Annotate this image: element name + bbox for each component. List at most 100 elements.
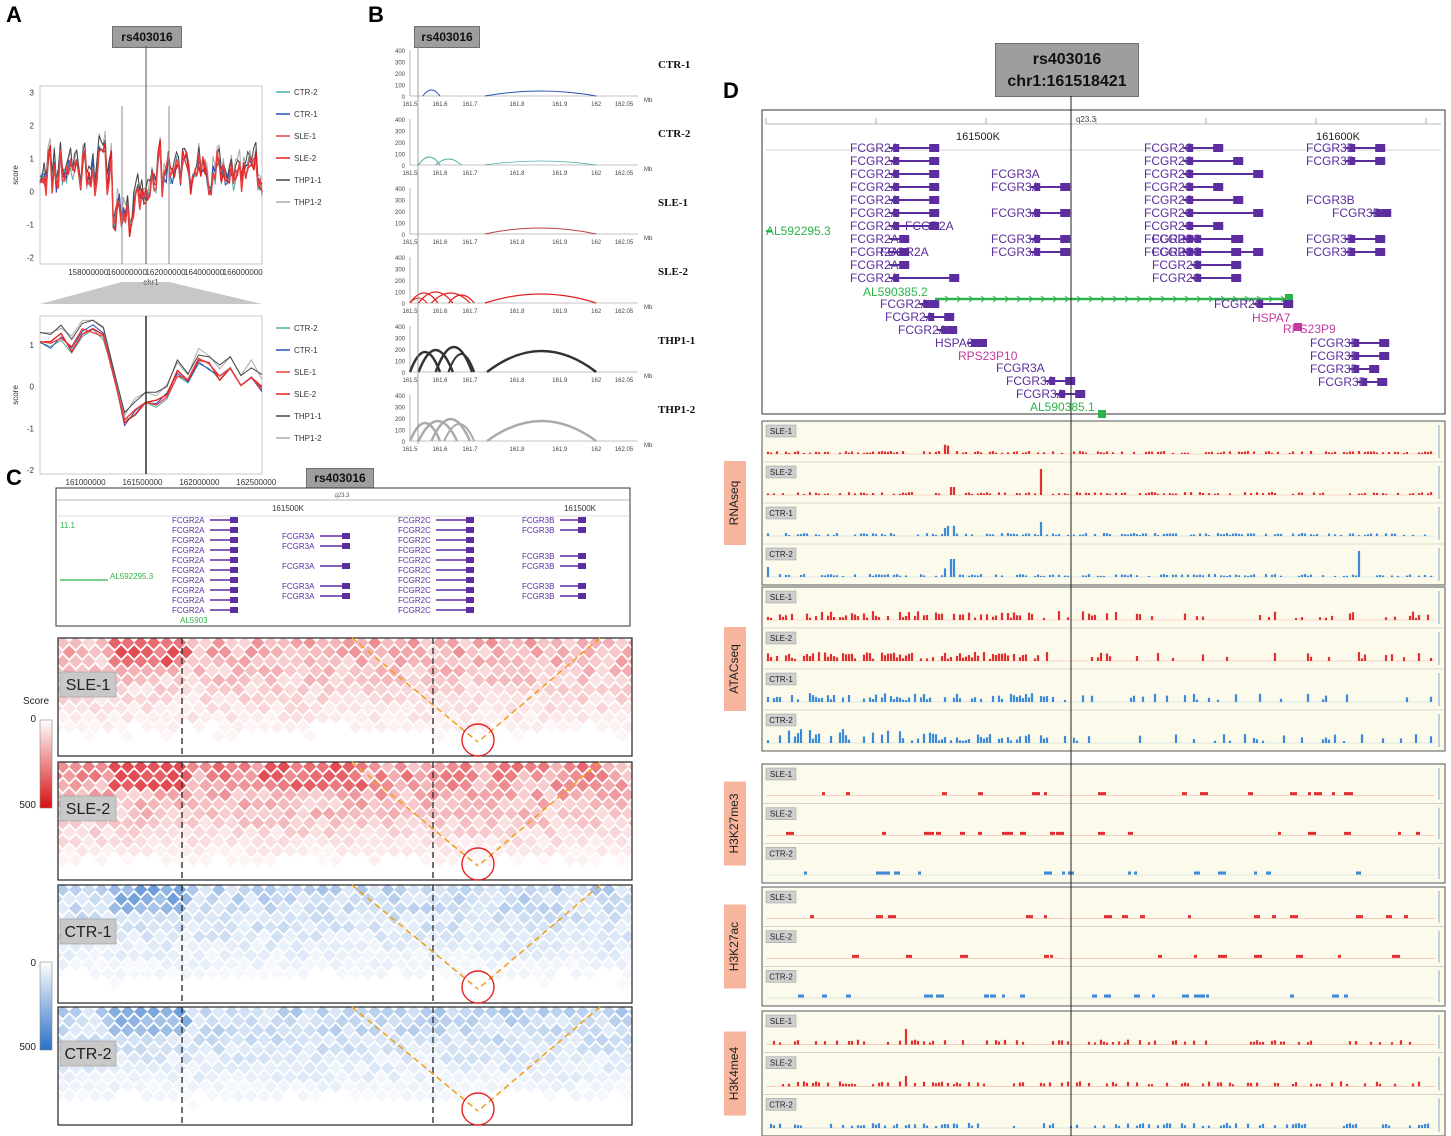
heatmap-cell <box>264 834 278 849</box>
heatmap-cell <box>433 885 447 897</box>
heatmap-cell <box>413 1070 427 1084</box>
heatmap-cell <box>30 883 43 896</box>
heatmap-cell <box>348 720 362 734</box>
heatmap-cell <box>654 674 667 687</box>
x-tick-label: 161.6 <box>432 171 448 177</box>
heatmap-cell <box>641 798 654 811</box>
sample-chip-bg <box>765 767 797 781</box>
heatmap-cell <box>661 826 674 839</box>
heatmap-cell <box>296 1070 310 1084</box>
heatmap-cell <box>329 1023 343 1038</box>
heatmap-cell <box>648 645 661 658</box>
heatmap-cell <box>641 692 654 705</box>
gene-label: FCGR2A <box>172 586 205 595</box>
sample-chip-bg <box>765 506 797 520</box>
gene-exon <box>893 157 900 165</box>
heatmap-cell <box>368 762 382 774</box>
gene-label: FCGR3A <box>282 582 315 591</box>
heatmap-cell <box>342 1023 356 1038</box>
gene-label: FCGR3B <box>522 552 554 561</box>
gene-exon <box>893 222 900 230</box>
heatmap-cell <box>504 645 518 659</box>
gene-exon <box>893 196 900 204</box>
heatmap-cell <box>648 1014 661 1027</box>
heatmap-cell <box>257 645 271 659</box>
heatmap-cell <box>674 1071 687 1084</box>
x-tick-label: 161.8 <box>509 171 525 177</box>
heatmap-cell <box>407 762 421 774</box>
heatmap-cell <box>563 1079 577 1094</box>
heatmap-cell <box>400 1014 414 1028</box>
gene-exon <box>342 583 350 589</box>
heatmap-cell <box>654 636 667 649</box>
strand-arrow <box>1100 295 1106 303</box>
gene-label: FCGR3B <box>1306 141 1355 155</box>
heatmap-cell <box>667 760 680 773</box>
heatmap-cell <box>290 920 304 934</box>
heatmap-cell <box>257 1014 271 1028</box>
heatmap-cell <box>478 682 492 697</box>
heatmap-label-bg <box>59 795 117 822</box>
x-tick-label: 161.7 <box>462 447 478 453</box>
heatmap-cell <box>648 807 661 820</box>
colorbar-red <box>39 719 53 809</box>
x-tick-label: 161.8 <box>509 309 525 315</box>
heatmap-cell <box>543 682 557 697</box>
heatmap-cell <box>69 654 83 669</box>
loop-arc <box>418 291 454 304</box>
heatmap-cell <box>166 682 180 697</box>
heatmap-cell <box>556 720 570 734</box>
pseudogene-label: HSPA7 <box>1252 311 1291 325</box>
heatmap-cell <box>504 806 518 821</box>
heatmap-cell <box>153 645 167 659</box>
heatmap-cell <box>498 957 512 972</box>
heatmap-cell <box>264 1007 278 1019</box>
heatmap-frame <box>57 1006 633 1126</box>
gene-label: FCGR2A <box>172 606 205 615</box>
heatmap-cell <box>303 797 317 811</box>
heatmap-cell <box>439 645 453 659</box>
y-tick-label: 0 <box>30 187 35 196</box>
strand-arrow <box>1088 295 1094 303</box>
heatmap-cell <box>394 1007 408 1019</box>
loop-arc <box>408 350 442 373</box>
heatmap-cell <box>264 1023 278 1038</box>
gene-exon <box>578 517 586 523</box>
y-tick-label: 100 <box>395 153 406 159</box>
heatmap-cell <box>37 911 50 924</box>
sample-chip-bg <box>765 713 797 727</box>
heatmap-cell <box>674 949 687 962</box>
interaction-guide-line <box>351 761 479 867</box>
y-tick-label: 300 <box>395 61 406 67</box>
gene-exon <box>1213 144 1224 152</box>
heatmap-cell <box>550 762 564 774</box>
heatmap-cell <box>472 920 486 934</box>
heatmap-cell <box>674 720 687 733</box>
gene-exon <box>947 326 958 334</box>
loop-arc <box>422 89 441 97</box>
heatmap-cell <box>58 929 63 944</box>
heatmap-cell <box>465 1070 479 1084</box>
panel-d-label: D <box>723 78 739 103</box>
heatmap-cell <box>459 797 473 811</box>
heatmap-cell <box>316 797 330 811</box>
heatmap-cell <box>277 957 291 972</box>
heatmap-cell <box>504 929 518 944</box>
heatmap-cell <box>361 720 375 734</box>
heatmap-cell <box>426 1089 440 1103</box>
heatmap-cell <box>674 807 687 820</box>
heatmap-cell <box>420 885 434 897</box>
heatmap-cell <box>361 1070 375 1084</box>
gene-exon <box>1375 157 1386 165</box>
heatmap-cell <box>641 835 654 848</box>
strand-arrow <box>1220 295 1226 303</box>
signal-bars-ctr-2 <box>766 729 1433 743</box>
heatmap-cell <box>329 885 343 897</box>
heatmap-cell <box>661 1071 674 1084</box>
gene-label: FCGR3B <box>1306 193 1355 207</box>
track-tag-bg <box>724 627 746 711</box>
gene-exon <box>977 339 987 347</box>
signal-bars-sle-2 <box>766 652 1433 661</box>
heatmap-cell <box>641 1061 654 1074</box>
heatmap-cell <box>654 798 667 811</box>
